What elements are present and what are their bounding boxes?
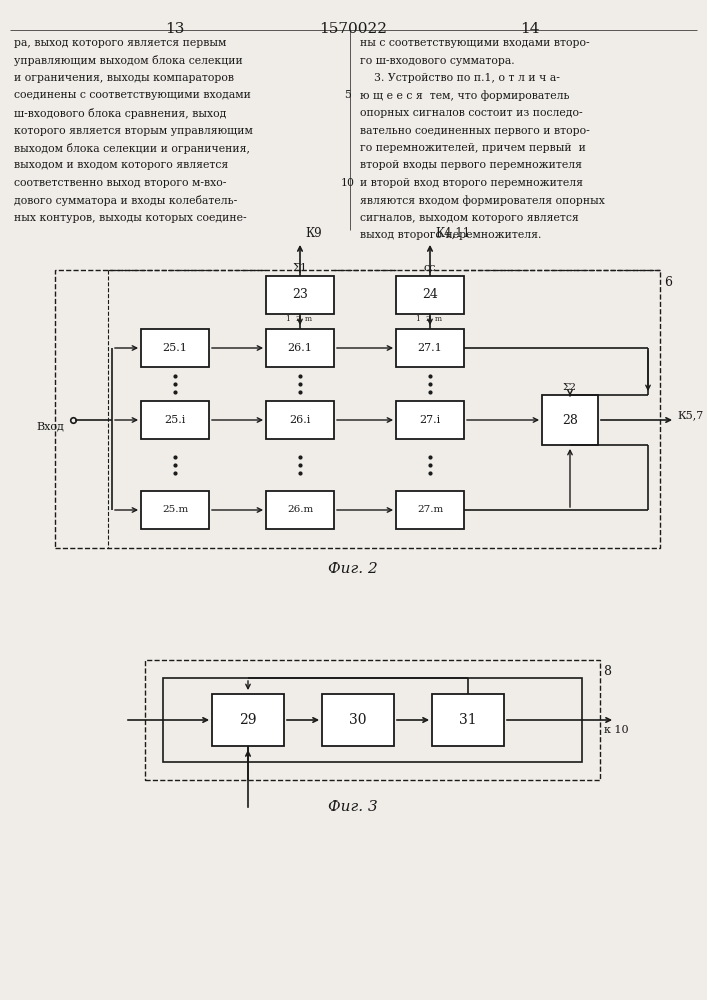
Text: 29: 29	[239, 713, 257, 727]
Text: и ограничения, выходы компараторов: и ограничения, выходы компараторов	[14, 73, 234, 83]
Text: 10: 10	[341, 178, 355, 188]
Bar	[163, 678, 582, 762]
Bar	[396, 401, 464, 439]
Text: дового сумматора и входы колебатель-: дового сумматора и входы колебатель-	[14, 196, 238, 207]
Text: m: m	[434, 315, 442, 323]
Text: Σ1: Σ1	[293, 263, 308, 273]
Text: ных контуров, выходы которых соедине-: ных контуров, выходы которых соедине-	[14, 213, 247, 223]
Text: выход второго перемножителя.: выход второго перемножителя.	[360, 231, 542, 240]
Text: 1: 1	[286, 315, 291, 323]
Bar	[396, 491, 464, 529]
Text: 25.m: 25.m	[162, 506, 188, 514]
Text: 27.1: 27.1	[418, 343, 443, 353]
Text: 26.1: 26.1	[288, 343, 312, 353]
Bar	[55, 270, 660, 548]
Text: сигналов, выходом которого является: сигналов, выходом которого является	[360, 213, 579, 223]
Text: 30: 30	[349, 713, 367, 727]
Text: 26.m: 26.m	[287, 506, 313, 514]
Text: 3. Устройство по п.1, о т л и ч а-: 3. Устройство по п.1, о т л и ч а-	[360, 73, 560, 83]
Text: ра, выход которого является первым: ра, выход которого является первым	[14, 38, 226, 48]
Text: Фиг. 2: Фиг. 2	[328, 562, 378, 576]
Text: вательно соединенных первого и второ-: вательно соединенных первого и второ-	[360, 125, 590, 135]
Text: 14: 14	[520, 22, 539, 36]
Text: и второй вход второго перемножителя: и второй вход второго перемножителя	[360, 178, 583, 188]
Text: ю щ е е с я  тем, что формирователь: ю щ е е с я тем, что формирователь	[360, 91, 570, 101]
Bar	[266, 276, 334, 314]
Text: которого является вторым управляющим: которого является вторым управляющим	[14, 125, 253, 135]
Bar	[212, 694, 284, 746]
Text: выходом блока селекции и ограничения,: выходом блока селекции и ограничения,	[14, 143, 250, 154]
Bar	[432, 694, 504, 746]
Bar	[266, 329, 334, 367]
Bar	[266, 401, 334, 439]
Text: 5: 5	[344, 91, 351, 101]
Text: опорных сигналов состоит из последо-: опорных сигналов состоит из последо-	[360, 108, 583, 118]
Text: 2: 2	[426, 315, 431, 323]
Text: 1570022: 1570022	[319, 22, 387, 36]
Text: 1: 1	[416, 315, 421, 323]
Text: Вход: Вход	[36, 421, 64, 431]
Text: m: m	[305, 315, 312, 323]
Text: 31: 31	[459, 713, 477, 727]
Text: являются входом формирователя опорных: являются входом формирователя опорных	[360, 196, 605, 206]
Text: 27.i: 27.i	[419, 415, 440, 425]
Text: 6: 6	[664, 276, 672, 289]
Bar	[396, 329, 464, 367]
Text: 23: 23	[292, 288, 308, 302]
Text: К4,11: К4,11	[435, 227, 470, 240]
Text: Фиг. 3: Фиг. 3	[328, 800, 378, 814]
Text: управляющим выходом блока селекции: управляющим выходом блока селекции	[14, 55, 243, 66]
Text: Σ2: Σ2	[563, 383, 577, 392]
Text: 25.1: 25.1	[163, 343, 187, 353]
Text: 8: 8	[603, 665, 611, 678]
Text: 26.i: 26.i	[289, 415, 310, 425]
Bar	[145, 660, 600, 780]
Text: го ш-входового сумматора.: го ш-входового сумматора.	[360, 55, 515, 66]
Text: 24: 24	[422, 288, 438, 302]
Bar	[322, 694, 394, 746]
Text: 13: 13	[165, 22, 185, 36]
Text: К9: К9	[305, 227, 322, 240]
Bar	[542, 395, 598, 445]
Bar	[396, 276, 464, 314]
Text: ны с соответствующими входами второ-: ны с соответствующими входами второ-	[360, 38, 590, 48]
Text: 25.i: 25.i	[164, 415, 186, 425]
Text: го перемножителей, причем первый  и: го перемножителей, причем первый и	[360, 143, 586, 153]
Text: cc: cc	[423, 263, 436, 273]
Text: 2: 2	[296, 315, 300, 323]
Bar	[141, 401, 209, 439]
Text: второй входы первого перемножителя: второй входы первого перемножителя	[360, 160, 582, 170]
Text: соединены с соответствующими входами: соединены с соответствующими входами	[14, 91, 251, 101]
Text: К5,7: К5,7	[677, 410, 703, 420]
Bar	[266, 491, 334, 529]
Text: 28: 28	[562, 414, 578, 426]
Text: соответственно выход второго м-вхо-: соответственно выход второго м-вхо-	[14, 178, 226, 188]
Text: выходом и входом которого является: выходом и входом которого является	[14, 160, 228, 170]
Bar	[141, 329, 209, 367]
Text: к 10: к 10	[604, 725, 629, 735]
Text: 27.m: 27.m	[417, 506, 443, 514]
Text: ш-входового блока сравнения, выход: ш-входового блока сравнения, выход	[14, 108, 226, 119]
Bar	[141, 491, 209, 529]
